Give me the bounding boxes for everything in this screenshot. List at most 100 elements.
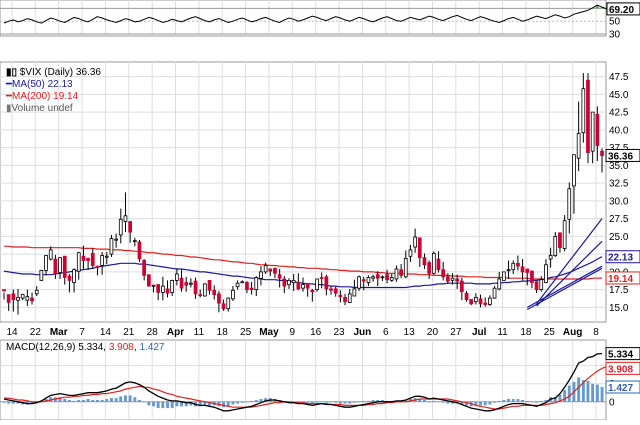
macd-histogram-bar (437, 401, 440, 403)
macd-histogram-bar (110, 398, 113, 402)
macd-histogram-bar (502, 400, 506, 402)
macd-histogram-bar (250, 400, 254, 402)
candle-body (516, 262, 520, 267)
candle-body (539, 279, 544, 291)
macd-histogram-bar (479, 401, 482, 406)
candle-body (464, 292, 469, 301)
candle-body (600, 150, 604, 156)
candle-body (104, 255, 109, 258)
candle-body (146, 274, 151, 287)
candle-body (160, 285, 165, 293)
macd-histogram-bar (91, 400, 95, 402)
macd-histogram-bar (184, 401, 188, 407)
x-axis-label: 18 (520, 327, 532, 338)
candle-body (315, 278, 319, 291)
candle-body (548, 255, 553, 260)
x-axis-label: 20 (427, 327, 439, 338)
candle-body (118, 218, 123, 236)
macd-histogram-bar (535, 401, 538, 403)
macd-histogram-bar (100, 400, 104, 402)
candle-body (310, 289, 315, 293)
macd-histogram-bar (30, 401, 34, 404)
candle-body (6, 294, 11, 303)
candle-body (67, 275, 72, 281)
price-value-tag (605, 148, 640, 162)
candle-body (324, 276, 329, 290)
candle-body (366, 277, 371, 283)
candle-body (483, 302, 488, 305)
x-axis-label: Aug (563, 327, 582, 338)
candle-body (44, 255, 48, 271)
macd-histogram-bar (521, 400, 524, 402)
candle-body (170, 279, 174, 293)
macd-histogram-bar (105, 399, 109, 402)
candle-body (441, 269, 446, 278)
candle-body (151, 284, 156, 287)
candle-body (305, 284, 310, 289)
legend-swatch-ma50: ━ (6, 79, 13, 90)
macd-legend: MACD(12,26,9) 5.334, 3.908, 1.427 (6, 342, 164, 354)
candle-body (2, 289, 6, 292)
candle-body (20, 294, 25, 299)
macd-histogram-bar (119, 396, 123, 402)
candle-body (389, 277, 394, 281)
macd-tick-label: 0 (609, 397, 615, 408)
macd-histogram-bar (142, 401, 146, 403)
macd-histogram-bar (254, 400, 258, 402)
x-axis-label: May (259, 327, 279, 338)
macd-histogram-bar (497, 400, 501, 402)
macd-histogram-bar (595, 384, 599, 402)
x-axis-label: 14 (6, 327, 18, 338)
rsi-value-tag-text: 69.20 (609, 5, 634, 16)
macd-histogram-bar (338, 401, 342, 404)
candle-body (338, 294, 343, 298)
price-y-tick-label: 32.5 (609, 179, 629, 190)
x-axis-label: 16 (310, 327, 322, 338)
candle-body (431, 252, 436, 274)
rsi-tick-label: 50 (609, 17, 621, 28)
candle-body (417, 237, 422, 259)
macd-histogram-bar (245, 401, 249, 403)
candle-body (30, 297, 34, 302)
candle-body (39, 269, 44, 281)
candle-body (217, 293, 221, 304)
macd-histogram-bar (240, 401, 244, 403)
candle-body (469, 299, 474, 305)
candle-body (240, 281, 245, 284)
candle-body (226, 297, 231, 310)
macd-histogram-bar (600, 387, 604, 402)
macd-histogram-bar (72, 400, 76, 402)
price-y-tick-label: 40.0 (609, 125, 629, 136)
x-axis-label: Mar (50, 327, 68, 338)
candle-body (184, 282, 189, 286)
macd-histogram-bar (16, 401, 20, 404)
x-axis-label: 28 (147, 327, 159, 338)
macd-value-tag-text: 3.908 (608, 364, 633, 375)
candle-body (399, 269, 404, 276)
candle-body (179, 277, 184, 289)
legend-ma200-text: MA(200) 19.14 (12, 91, 79, 102)
x-axis-label: 25 (544, 327, 556, 338)
macd-histogram-bar (539, 400, 543, 402)
macd-histogram-bar (222, 401, 225, 408)
macd-histogram-bar (63, 399, 67, 402)
candle-body (254, 277, 259, 291)
macd-histogram-bar (423, 400, 426, 402)
candle-body (249, 287, 254, 291)
candle-body (572, 154, 576, 187)
candle-body (511, 262, 516, 271)
macd-histogram-bar (86, 399, 90, 402)
candle-body (567, 188, 572, 220)
candle-body (422, 257, 427, 266)
macd-histogram-bar (138, 400, 141, 402)
rsi-value-tag (606, 2, 640, 16)
candle-body (530, 270, 534, 283)
macd-histogram-bar (2, 401, 6, 403)
price-y-tick-label: 37.5 (609, 143, 629, 154)
macd-histogram-bar (114, 398, 118, 402)
candle-body (48, 249, 53, 260)
macd-histogram-bar (292, 401, 296, 403)
legend-title: ▮▯ $VIX (Daily) 36.36 (6, 67, 101, 79)
macd-histogram-bar (306, 401, 310, 403)
